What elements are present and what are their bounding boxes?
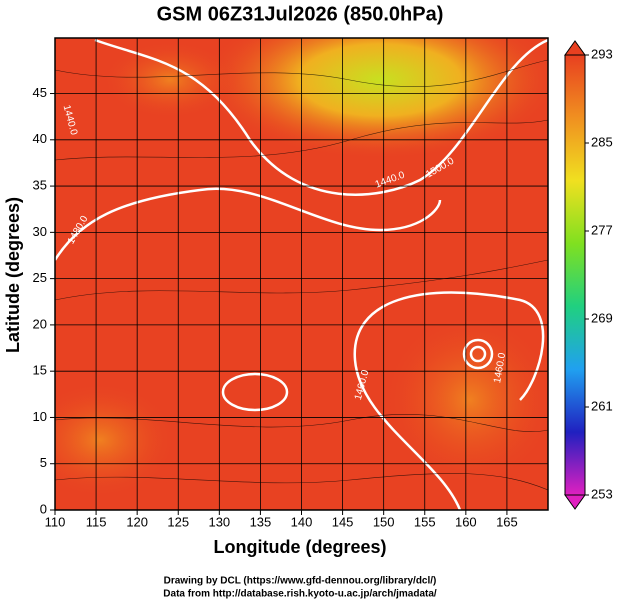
x-tick-label: 140 xyxy=(291,514,313,529)
colorbar-extend xyxy=(564,494,586,510)
credit: Data from http://database.rish.kyoto-u.a… xyxy=(163,589,437,600)
y-tick-label: 5 xyxy=(40,455,47,470)
chart-title: GSM 06Z31Jul2026 (850.0hPa) xyxy=(157,3,444,25)
y-tick-label: 20 xyxy=(33,316,47,331)
y-tick-label: 30 xyxy=(33,224,47,239)
x-tick-label: 165 xyxy=(496,514,518,529)
field xyxy=(55,38,548,510)
y-tick-label: 25 xyxy=(33,270,47,285)
y-tick-label: 45 xyxy=(33,85,47,100)
colorbar-tick-label: 269 xyxy=(591,310,613,325)
y-tick-label: 40 xyxy=(33,131,47,146)
x-tick-label: 110 xyxy=(45,514,66,529)
x-tick-label: 135 xyxy=(250,514,272,529)
x-tick-label: 160 xyxy=(455,514,477,529)
colorbar-tick-label: 261 xyxy=(591,398,613,413)
x-tick-label: 125 xyxy=(167,514,189,529)
y-tick-label: 10 xyxy=(33,409,47,424)
contour-label: 1460.0 xyxy=(492,352,508,384)
colorbar-tick-label: 253 xyxy=(591,486,613,501)
colorbar-tick-label: 277 xyxy=(591,222,613,237)
colorbar-extend xyxy=(564,40,586,56)
colorbar xyxy=(564,54,586,496)
y-axis-label: Latitude (degrees) xyxy=(3,197,23,353)
x-tick-label: 155 xyxy=(414,514,436,529)
y-tick-label: 35 xyxy=(33,178,47,193)
x-tick-label: 145 xyxy=(332,514,354,529)
y-tick-label: 15 xyxy=(33,363,47,378)
x-tick-label: 115 xyxy=(86,514,107,529)
x-tick-label: 130 xyxy=(208,514,230,529)
colorbar-tick-label: 285 xyxy=(591,134,613,149)
x-axis-label: Longitude (degrees) xyxy=(213,537,386,557)
colorbar-tick-label: 293 xyxy=(591,46,613,61)
y-tick-label: 0 xyxy=(40,501,47,516)
x-tick-label: 120 xyxy=(126,514,148,529)
x-tick-label: 150 xyxy=(373,514,395,529)
credit: Drawing by DCL (https://www.gfd-dennou.o… xyxy=(164,576,437,587)
